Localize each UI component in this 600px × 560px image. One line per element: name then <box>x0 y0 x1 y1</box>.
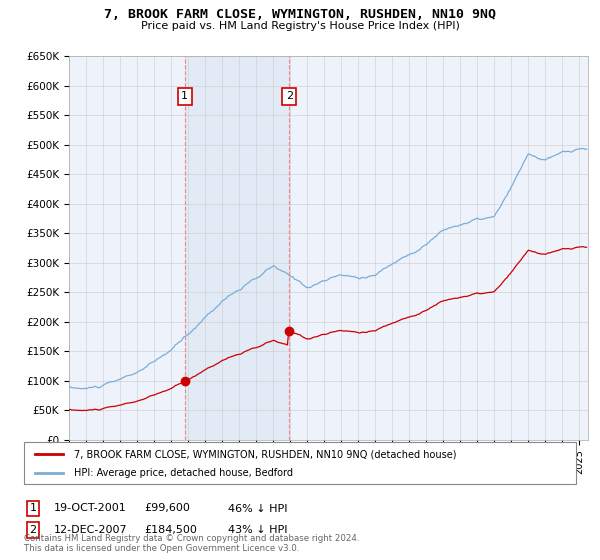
Text: Price paid vs. HM Land Registry's House Price Index (HPI): Price paid vs. HM Land Registry's House … <box>140 21 460 31</box>
Text: 43% ↓ HPI: 43% ↓ HPI <box>228 525 287 535</box>
FancyBboxPatch shape <box>24 442 576 484</box>
Text: 1: 1 <box>181 91 188 101</box>
Text: £184,500: £184,500 <box>144 525 197 535</box>
Text: 2: 2 <box>286 91 293 101</box>
Text: £99,600: £99,600 <box>144 503 190 514</box>
Text: 1: 1 <box>29 503 37 514</box>
Text: 46% ↓ HPI: 46% ↓ HPI <box>228 503 287 514</box>
Text: 7, BROOK FARM CLOSE, WYMINGTON, RUSHDEN, NN10 9NQ: 7, BROOK FARM CLOSE, WYMINGTON, RUSHDEN,… <box>104 8 496 21</box>
Text: Contains HM Land Registry data © Crown copyright and database right 2024.
This d: Contains HM Land Registry data © Crown c… <box>24 534 359 553</box>
Text: HPI: Average price, detached house, Bedford: HPI: Average price, detached house, Bedf… <box>74 468 293 478</box>
Text: 2: 2 <box>29 525 37 535</box>
Text: 19-OCT-2001: 19-OCT-2001 <box>54 503 127 514</box>
Text: 12-DEC-2007: 12-DEC-2007 <box>54 525 128 535</box>
Text: 7, BROOK FARM CLOSE, WYMINGTON, RUSHDEN, NN10 9NQ (detached house): 7, BROOK FARM CLOSE, WYMINGTON, RUSHDEN,… <box>74 449 456 459</box>
Bar <box>185 56 289 440</box>
